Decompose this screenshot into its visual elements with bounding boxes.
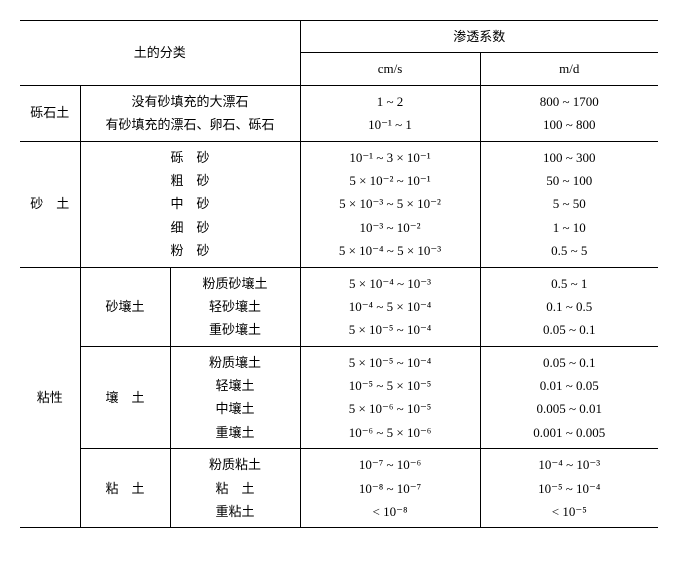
soil-name: 重砂壤土 xyxy=(177,318,294,341)
cms-val: 5 × 10⁻⁴ ~ 10⁻³ xyxy=(307,272,474,295)
sand-cms-val: 5 × 10⁻⁴ ~ 5 × 10⁻³ xyxy=(307,239,474,262)
gravel-sub: 没有砂填充的大漂石 有砂填充的漂石、卵石、砾石 xyxy=(80,85,300,141)
sand-md-val: 100 ~ 300 xyxy=(487,146,653,169)
clayey-g1-md: 0.5 ~ 1 0.1 ~ 0.5 0.05 ~ 0.1 xyxy=(480,267,658,346)
clayey-g3-md: 10⁻⁴ ~ 10⁻³ 10⁻⁵ ~ 10⁻⁴ < 10⁻⁵ xyxy=(480,449,658,528)
sand-md-val: 5 ~ 50 xyxy=(487,192,653,215)
cms-val: 5 × 10⁻⁵ ~ 10⁻⁴ xyxy=(307,351,474,374)
sand-cms-val: 5 × 10⁻³ ~ 5 × 10⁻² xyxy=(307,192,474,215)
cms-val: 5 × 10⁻⁵ ~ 10⁻⁴ xyxy=(307,318,474,341)
clayey-g2-names: 粉质壤土 轻壤土 中壤土 重壤土 xyxy=(170,346,300,449)
header-soil-class: 土的分类 xyxy=(20,21,300,86)
soil-name: 粉质壤土 xyxy=(177,351,294,374)
cms-val: 10⁻⁴ ~ 5 × 10⁻⁴ xyxy=(307,295,474,318)
cms-val: 10⁻⁸ ~ 10⁻⁷ xyxy=(307,477,474,500)
soil-name: 粘 土 xyxy=(177,477,294,500)
clayey-g2-md: 0.05 ~ 0.1 0.01 ~ 0.05 0.005 ~ 0.01 0.00… xyxy=(480,346,658,449)
cat-sand: 砂 土 xyxy=(20,141,80,267)
clayey-g1-label: 砂壤土 xyxy=(80,267,170,346)
gravel-sub2: 有砂填充的漂石、卵石、砾石 xyxy=(87,113,294,136)
sand-name: 中 砂 xyxy=(87,192,294,215)
md-val: 10⁻⁵ ~ 10⁻⁴ xyxy=(487,477,653,500)
permeability-table: 土的分类 渗透系数 cm/s m/d 砾石土 没有砂填充的大漂石 有砂填充的漂石… xyxy=(20,20,658,528)
cat-clayey: 粘性 xyxy=(20,267,80,528)
sand-names: 砾 砂 粗 砂 中 砂 细 砂 粉 砂 xyxy=(80,141,300,267)
cat-gravel: 砾石土 xyxy=(20,85,80,141)
clayey-g2-cms: 5 × 10⁻⁵ ~ 10⁻⁴ 10⁻⁵ ~ 5 × 10⁻⁵ 5 × 10⁻⁶… xyxy=(300,346,480,449)
md-val: 0.5 ~ 1 xyxy=(487,272,653,295)
gravel-md: 800 ~ 1700 100 ~ 800 xyxy=(480,85,658,141)
soil-name: 轻壤土 xyxy=(177,374,294,397)
md-val: 0.01 ~ 0.05 xyxy=(487,374,653,397)
gravel-sub1: 没有砂填充的大漂石 xyxy=(87,90,294,113)
md-val: 10⁻⁴ ~ 10⁻³ xyxy=(487,453,653,476)
md-val: 0.001 ~ 0.005 xyxy=(487,421,653,444)
cms-val: 10⁻⁶ ~ 5 × 10⁻⁶ xyxy=(307,421,474,444)
gravel-cms1: 1 ~ 2 xyxy=(307,90,474,113)
gravel-cms: 1 ~ 2 10⁻¹ ~ 1 xyxy=(300,85,480,141)
soil-name: 粉质砂壤土 xyxy=(177,272,294,295)
sand-cms: 10⁻¹ ~ 3 × 10⁻¹ 5 × 10⁻² ~ 10⁻¹ 5 × 10⁻³… xyxy=(300,141,480,267)
clayey-g1-cms: 5 × 10⁻⁴ ~ 10⁻³ 10⁻⁴ ~ 5 × 10⁻⁴ 5 × 10⁻⁵… xyxy=(300,267,480,346)
soil-name: 轻砂壤土 xyxy=(177,295,294,318)
clayey-g3-label: 粘 土 xyxy=(80,449,170,528)
clayey-g2-label: 壤 土 xyxy=(80,346,170,449)
cms-val: 10⁻⁵ ~ 5 × 10⁻⁵ xyxy=(307,374,474,397)
header-perm-coef: 渗透系数 xyxy=(300,21,658,53)
md-val: 0.05 ~ 0.1 xyxy=(487,318,653,341)
table-row: 砂 土 砾 砂 粗 砂 中 砂 细 砂 粉 砂 10⁻¹ ~ 3 × 10⁻¹ … xyxy=(20,141,658,267)
sand-md-val: 50 ~ 100 xyxy=(487,169,653,192)
gravel-md1: 800 ~ 1700 xyxy=(487,90,653,113)
header-unit-md: m/d xyxy=(480,53,658,85)
clayey-g3-names: 粉质粘土 粘 土 重粘土 xyxy=(170,449,300,528)
gravel-md2: 100 ~ 800 xyxy=(487,113,653,136)
soil-name: 中壤土 xyxy=(177,397,294,420)
header-unit-cms: cm/s xyxy=(300,53,480,85)
soil-name: 重壤土 xyxy=(177,421,294,444)
soil-name: 重粘土 xyxy=(177,500,294,523)
sand-name: 粗 砂 xyxy=(87,169,294,192)
sand-name: 细 砂 xyxy=(87,216,294,239)
sand-name: 砾 砂 xyxy=(87,146,294,169)
sand-cms-val: 10⁻¹ ~ 3 × 10⁻¹ xyxy=(307,146,474,169)
md-val: < 10⁻⁵ xyxy=(487,500,653,523)
md-val: 0.05 ~ 0.1 xyxy=(487,351,653,374)
sand-cms-val: 5 × 10⁻² ~ 10⁻¹ xyxy=(307,169,474,192)
cms-val: 10⁻⁷ ~ 10⁻⁶ xyxy=(307,453,474,476)
sand-cms-val: 10⁻³ ~ 10⁻² xyxy=(307,216,474,239)
table-row: 砾石土 没有砂填充的大漂石 有砂填充的漂石、卵石、砾石 1 ~ 2 10⁻¹ ~… xyxy=(20,85,658,141)
sand-md-val: 1 ~ 10 xyxy=(487,216,653,239)
table-row: 壤 土 粉质壤土 轻壤土 中壤土 重壤土 5 × 10⁻⁵ ~ 10⁻⁴ 10⁻… xyxy=(20,346,658,449)
md-val: 0.005 ~ 0.01 xyxy=(487,397,653,420)
clayey-g3-cms: 10⁻⁷ ~ 10⁻⁶ 10⁻⁸ ~ 10⁻⁷ < 10⁻⁸ xyxy=(300,449,480,528)
md-val: 0.1 ~ 0.5 xyxy=(487,295,653,318)
sand-md-val: 0.5 ~ 5 xyxy=(487,239,653,262)
sand-name: 粉 砂 xyxy=(87,239,294,262)
soil-name: 粉质粘土 xyxy=(177,453,294,476)
gravel-cms2: 10⁻¹ ~ 1 xyxy=(307,113,474,136)
sand-md: 100 ~ 300 50 ~ 100 5 ~ 50 1 ~ 10 0.5 ~ 5 xyxy=(480,141,658,267)
cms-val: < 10⁻⁸ xyxy=(307,500,474,523)
cms-val: 5 × 10⁻⁶ ~ 10⁻⁵ xyxy=(307,397,474,420)
clayey-g1-names: 粉质砂壤土 轻砂壤土 重砂壤土 xyxy=(170,267,300,346)
table-row: 粘性 砂壤土 粉质砂壤土 轻砂壤土 重砂壤土 5 × 10⁻⁴ ~ 10⁻³ 1… xyxy=(20,267,658,346)
table-row: 粘 土 粉质粘土 粘 土 重粘土 10⁻⁷ ~ 10⁻⁶ 10⁻⁸ ~ 10⁻⁷… xyxy=(20,449,658,528)
